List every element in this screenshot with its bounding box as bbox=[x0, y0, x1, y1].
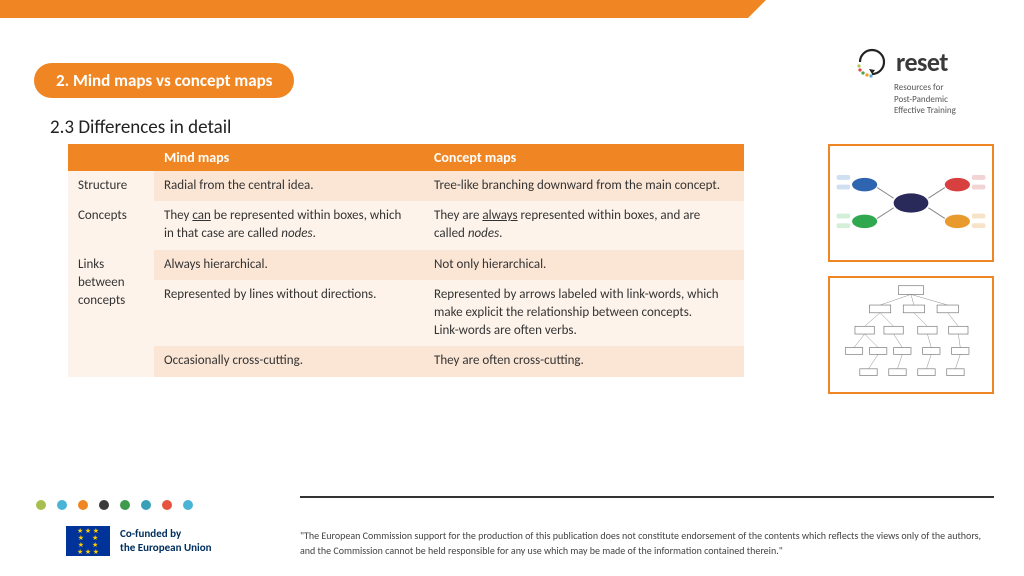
table-row: Concepts They can be represented within … bbox=[68, 201, 744, 249]
eu-flag-icon: ★ ★ ★★ ★★ ★★ ★ ★ bbox=[66, 526, 110, 556]
table-row: Links between concepts Always hierarchic… bbox=[68, 250, 744, 280]
footer-divider bbox=[300, 496, 994, 498]
cell-mm: Radial from the central idea. bbox=[154, 171, 424, 201]
disclaimer-text: "The European Commission support for the… bbox=[300, 529, 994, 558]
cell-cm: Represented by arrows labeled with link-… bbox=[424, 280, 744, 347]
cell-cm: They are often cross-cutting. bbox=[424, 346, 744, 376]
eu-cofunded-block: ★ ★ ★★ ★★ ★★ ★ ★ Co-funded by the Europe… bbox=[66, 526, 212, 556]
reset-tagline: Resources for Post-Pandemic Effective Tr… bbox=[894, 82, 994, 117]
footer-dot bbox=[57, 500, 67, 510]
th-mindmaps: Mind maps bbox=[154, 144, 424, 171]
cell-mm: Always hierarchical. bbox=[154, 250, 424, 280]
cell-mm: Represented by lines without directions. bbox=[154, 280, 424, 347]
row-label: Structure bbox=[68, 171, 154, 201]
comparison-table: Mind maps Concept maps Structure Radial … bbox=[68, 144, 744, 377]
cell-mm: Occasionally cross-cutting. bbox=[154, 346, 424, 376]
table-row: Structure Radial from the central idea. … bbox=[68, 171, 744, 201]
row-label: Links between concepts bbox=[68, 250, 154, 377]
footer-dot bbox=[78, 500, 88, 510]
table-row: Represented by lines without directions.… bbox=[68, 280, 744, 347]
top-accent-bar bbox=[0, 0, 766, 18]
footer-dot bbox=[141, 500, 151, 510]
cell-cm: Tree-like branching downward from the ma… bbox=[424, 171, 744, 201]
cell-mm: They can be represented within boxes, wh… bbox=[154, 201, 424, 249]
reset-wordmark: reset bbox=[896, 46, 948, 78]
footer-dot bbox=[99, 500, 109, 510]
cell-cm: They are always represented within boxes… bbox=[424, 201, 744, 249]
mindmap-thumbnail bbox=[828, 144, 994, 262]
footer-dot bbox=[183, 500, 193, 510]
footer-dot bbox=[36, 500, 46, 510]
conceptmap-thumbnail bbox=[828, 276, 994, 394]
subheading: 2.3 Differences in detail bbox=[50, 116, 231, 139]
table-header-row: Mind maps Concept maps bbox=[68, 144, 744, 171]
cell-cm: Not only hierarchical. bbox=[424, 250, 744, 280]
row-label: Concepts bbox=[68, 201, 154, 249]
footer-dot bbox=[162, 500, 172, 510]
reset-logo-block: reset Resources for Post-Pandemic Effect… bbox=[854, 44, 994, 117]
footer-dot bbox=[120, 500, 130, 510]
eu-cofunded-text: Co-funded by the European Union bbox=[120, 527, 212, 556]
reset-arc-icon bbox=[854, 44, 890, 80]
side-thumbnails bbox=[828, 144, 994, 394]
footer-dots bbox=[36, 500, 193, 510]
table-row: Occasionally cross-cutting. They are oft… bbox=[68, 346, 744, 376]
th-blank bbox=[68, 144, 154, 171]
th-conceptmaps: Concept maps bbox=[424, 144, 744, 171]
section-title-pill: 2. Mind maps vs concept maps bbox=[34, 63, 294, 98]
